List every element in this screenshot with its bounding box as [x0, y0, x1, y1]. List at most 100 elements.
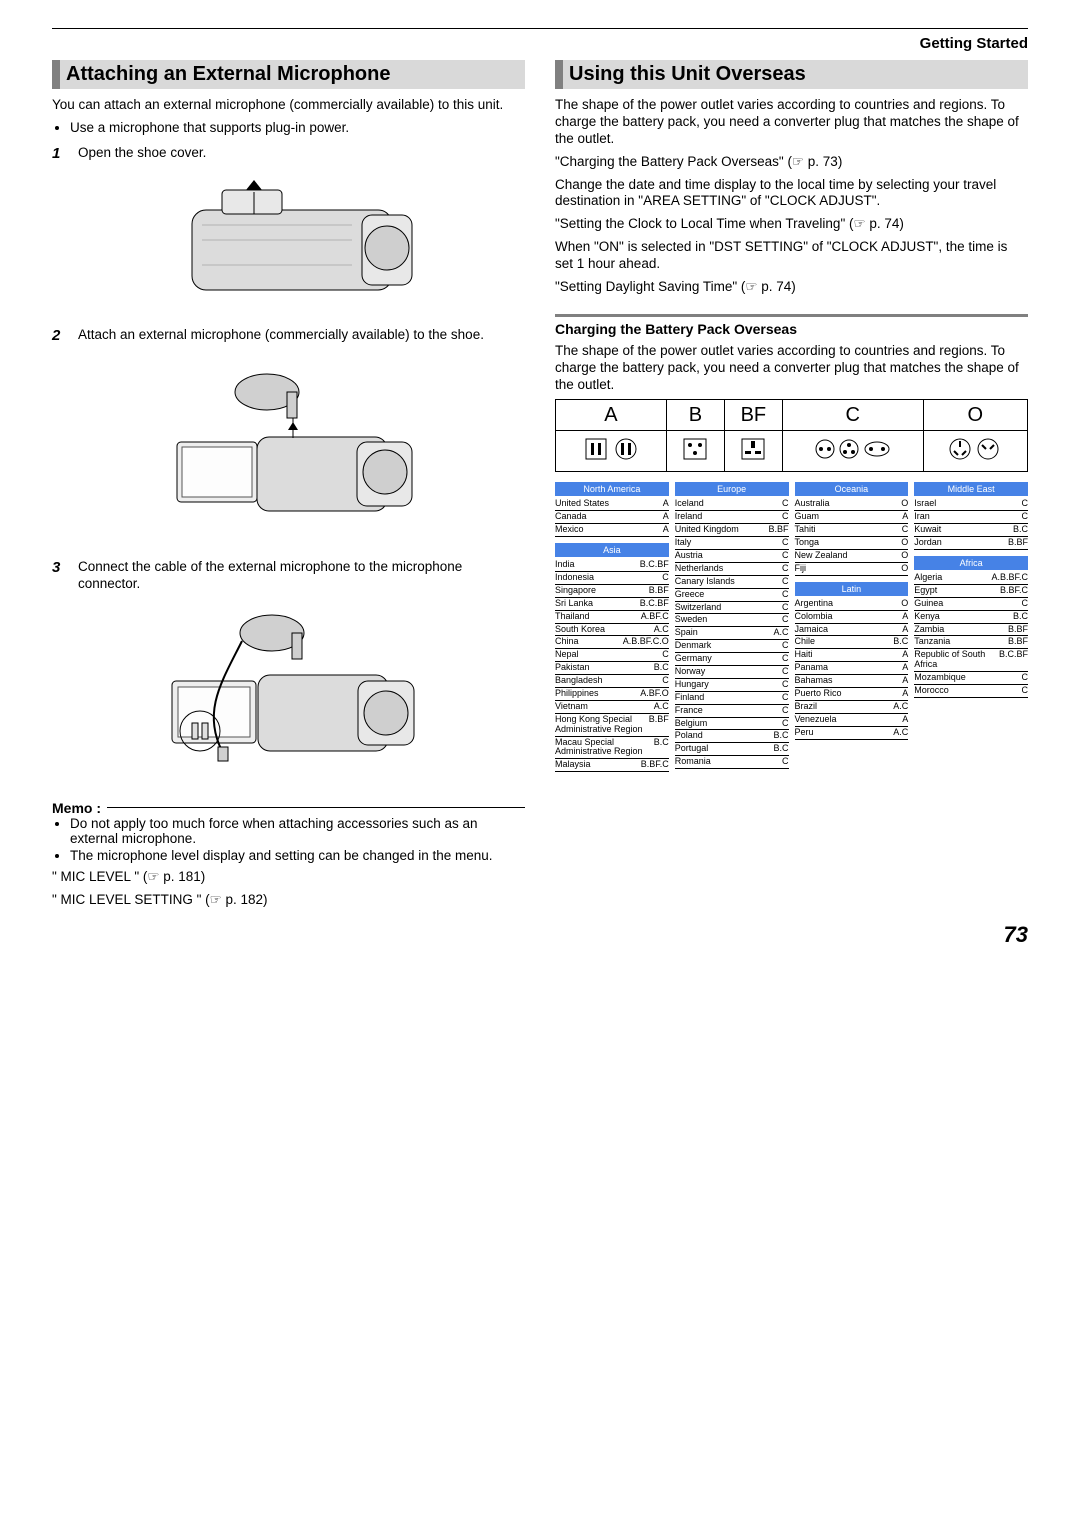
step-text: Open the shoe cover. — [78, 145, 206, 162]
region-row: TongaO — [795, 537, 909, 550]
plug-type: A.BF.C — [638, 612, 669, 622]
country-name: Jordan — [914, 538, 1005, 548]
country-name: Panama — [795, 663, 900, 673]
region-row: TahitiC — [795, 524, 909, 537]
country-name: South Korea — [555, 625, 651, 635]
country-name: Netherlands — [675, 564, 779, 574]
country-name: Indonesia — [555, 573, 659, 583]
region-row: SwedenC — [675, 614, 789, 627]
country-name: Pakistan — [555, 663, 651, 673]
region-row: BrazilA.C — [795, 701, 909, 714]
plug-type: C — [779, 512, 789, 522]
region-row: ZambiaB.BF — [914, 624, 1028, 637]
region-row: HaitiA — [795, 649, 909, 662]
plug-type: C — [779, 693, 789, 703]
plug-type: B.BF — [1005, 625, 1028, 635]
country-name: United States — [555, 499, 660, 509]
region-block: North AmericaUnited StatesACanadaAMexico… — [555, 482, 669, 537]
region-row: Republic of South AfricaB.C.BF — [914, 649, 1028, 672]
country-name: Nepal — [555, 650, 659, 660]
region-row: SingaporeB.BF — [555, 585, 669, 598]
plug-type: A — [899, 715, 908, 725]
right-para: The shape of the power outlet varies acc… — [555, 97, 1028, 148]
region-header: North America — [555, 482, 669, 496]
region-block: OceaniaAustraliaOGuamATahitiCTongaONew Z… — [795, 482, 909, 575]
country-name: Iceland — [675, 499, 779, 509]
region-row: FinlandC — [675, 692, 789, 705]
plug-type: B.BF — [646, 586, 669, 596]
plug-type: B.BF — [646, 715, 669, 735]
country-name: Republic of South Africa — [914, 650, 996, 670]
region-column: EuropeIcelandCIrelandCUnited KingdomB.BF… — [675, 482, 789, 778]
plug-shapes-table: A B BF C O — [555, 399, 1028, 472]
step-1: 1 Open the shoe cover. — [52, 145, 525, 162]
plug-type: C — [779, 551, 789, 561]
country-name: Venezuela — [795, 715, 900, 725]
step-3: 3 Connect the cable of the external micr… — [52, 559, 525, 593]
region-row: NetherlandsC — [675, 563, 789, 576]
country-name: Sri Lanka — [555, 599, 637, 609]
plug-type: A — [899, 689, 908, 699]
country-name: Macau Special Administrative Region — [555, 738, 651, 758]
region-row: New ZealandO — [795, 550, 909, 563]
country-name: Jamaica — [795, 625, 900, 635]
memo-bullet-item: Do not apply too much force when attachi… — [70, 816, 525, 846]
region-header: Oceania — [795, 482, 909, 496]
country-name: Malaysia — [555, 760, 638, 770]
region-row: GreeceC — [675, 589, 789, 602]
plug-shape-bf-icon — [724, 431, 782, 472]
plug-type: B.C — [651, 663, 669, 673]
plug-type: A — [899, 650, 908, 660]
region-row: CanadaA — [555, 511, 669, 524]
memo-divider — [107, 807, 525, 808]
plug-type: O — [898, 551, 908, 561]
region-row: DenmarkC — [675, 640, 789, 653]
page-section-header: Getting Started — [52, 35, 1028, 52]
region-row: KuwaitB.C — [914, 524, 1028, 537]
region-header: Africa — [914, 556, 1028, 570]
country-name: Bangladesh — [555, 676, 659, 686]
plug-type: B.C.BF — [637, 599, 669, 609]
region-row: ColombiaA — [795, 611, 909, 624]
plug-type: A.C — [651, 625, 669, 635]
region-header: Europe — [675, 482, 789, 496]
plug-type: A.C — [890, 702, 908, 712]
region-row: TanzaniaB.BF — [914, 636, 1028, 649]
country-name: Bahamas — [795, 676, 900, 686]
region-row: Puerto RicoA — [795, 688, 909, 701]
memo-bullet-item: The microphone level display and setting… — [70, 848, 525, 863]
plug-type: C — [779, 654, 789, 664]
region-row: JamaicaA — [795, 624, 909, 637]
country-name: Singapore — [555, 586, 646, 596]
country-name: Argentina — [795, 599, 899, 609]
region-block: Middle EastIsraelCIranCKuwaitB.CJordanB.… — [914, 482, 1028, 550]
memo-ref: " MIC LEVEL " (☞ p. 181) — [52, 869, 525, 886]
region-column: Middle EastIsraelCIranCKuwaitB.CJordanB.… — [914, 482, 1028, 778]
region-row: Macau Special Administrative RegionB.C — [555, 737, 669, 760]
plug-type: C — [779, 719, 789, 729]
plug-type: C — [779, 564, 789, 574]
country-name: Peru — [795, 728, 891, 738]
country-name: Mexico — [555, 525, 660, 535]
region-block: AfricaAlgeriaA.B.BF.CEgyptB.BF.CGuineaCK… — [914, 556, 1028, 698]
plug-type: B.BF.C — [638, 760, 669, 770]
country-name: Mozambique — [914, 673, 1018, 683]
country-name: Tanzania — [914, 637, 1005, 647]
region-row: JordanB.BF — [914, 537, 1028, 550]
memo-header: Memo : — [52, 800, 525, 816]
region-header: Middle East — [914, 482, 1028, 496]
plug-type: B.C — [770, 731, 788, 741]
country-name: Algeria — [914, 573, 988, 583]
region-row: PakistanB.C — [555, 662, 669, 675]
plug-type: B.C — [770, 744, 788, 754]
country-name: Denmark — [675, 641, 779, 651]
left-section-title: Attaching an External Microphone — [52, 60, 525, 89]
country-name: Kenya — [914, 612, 1010, 622]
right-para: "Charging the Battery Pack Overseas" (☞ … — [555, 154, 1028, 171]
country-name: Haiti — [795, 650, 900, 660]
plug-type: C — [779, 577, 789, 587]
country-name: Greece — [675, 590, 779, 600]
region-column: OceaniaAustraliaOGuamATahitiCTongaONew Z… — [795, 482, 909, 778]
plug-letter: BF — [724, 400, 782, 431]
country-name: United Kingdom — [675, 525, 766, 535]
